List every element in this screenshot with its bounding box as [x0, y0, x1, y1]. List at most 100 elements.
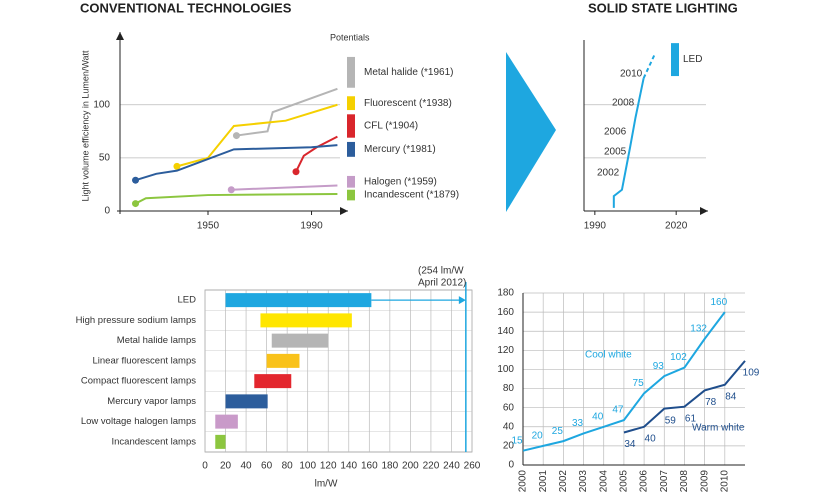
x-axis-label: lm/W	[315, 479, 338, 490]
y-tick-label: 160	[497, 307, 514, 318]
value-label: 40	[592, 411, 604, 422]
category-label: Metal halide lamps	[117, 335, 196, 346]
y-tick-label: 40	[503, 421, 515, 432]
data-line	[236, 87, 338, 137]
x-tick-label: 2006	[639, 470, 650, 493]
data-line	[295, 135, 338, 173]
value-label: 109	[743, 367, 760, 378]
axis-arrow	[700, 207, 708, 215]
year-annotation: 2002	[597, 168, 620, 179]
legend-label: Fluorescent (*1938)	[364, 98, 452, 109]
range-bar	[225, 293, 372, 308]
x-tick-label: 100	[299, 461, 316, 472]
chart-title: CONVENTIONAL TECHNOLOGIES	[80, 0, 292, 15]
year-annotation: 2010	[620, 69, 643, 80]
start-point	[227, 186, 235, 194]
legend-label: LED	[683, 54, 702, 65]
data-line	[135, 144, 338, 182]
category-label: Compact fluorescent lamps	[81, 376, 196, 387]
y-tick-label: 0	[104, 206, 110, 217]
x-tick-label: 2001	[538, 470, 549, 493]
potential-bar	[347, 175, 355, 188]
year-annotation: 2008	[612, 98, 635, 109]
x-tick-label: 200	[402, 461, 419, 472]
data-line	[135, 193, 338, 205]
axis-arrow	[116, 32, 124, 40]
y-axis-label: Light volume efficiency in Lumen/Watt	[80, 50, 90, 202]
record-arrowhead	[458, 296, 466, 305]
data-line	[623, 360, 746, 434]
x-tick-label: 2020	[665, 221, 688, 232]
potential-bar	[347, 189, 355, 201]
legend-label: Incandescent (*1879)	[364, 190, 459, 201]
y-tick-label: 100	[497, 364, 514, 375]
x-tick-label: 2005	[619, 470, 630, 493]
x-tick-label: 220	[423, 461, 440, 472]
x-tick-label: 2004	[598, 470, 609, 493]
record-note: April 2012)	[418, 278, 466, 289]
potential-bar	[347, 141, 355, 157]
x-tick-label: 2002	[558, 470, 569, 493]
category-label: Linear fluorescent lamps	[93, 355, 197, 366]
x-tick-label: 2000	[518, 470, 529, 493]
x-tick-label: 120	[320, 461, 337, 472]
x-tick-label: 1990	[584, 221, 607, 232]
value-label: 34	[624, 439, 636, 450]
category-label: High pressure sodium lamps	[76, 315, 197, 326]
legend-label: Halogen (*1959)	[364, 176, 437, 187]
start-point	[232, 132, 240, 140]
value-label: 160	[710, 297, 727, 308]
legend-label: Mercury (*1981)	[364, 144, 436, 155]
y-tick-label: 80	[503, 383, 515, 394]
potential-bar	[347, 56, 355, 88]
y-tick-label: 0	[508, 460, 514, 471]
start-point	[132, 200, 140, 208]
potential-bar	[347, 114, 355, 138]
x-tick-label: 2009	[699, 470, 710, 493]
x-tick-label: 140	[340, 461, 357, 472]
potential-bar	[671, 43, 679, 77]
x-tick-label: 20	[220, 461, 232, 472]
x-tick-label: 1990	[300, 221, 323, 232]
value-label: 33	[572, 418, 584, 429]
year-annotation: 2005	[604, 147, 627, 158]
x-tick-label: 260	[464, 461, 481, 472]
transition-arrow	[506, 52, 556, 212]
x-tick-label: 160	[361, 461, 378, 472]
axis-arrow	[340, 207, 348, 215]
range-bar	[260, 313, 352, 328]
data-line	[231, 184, 338, 191]
data-line	[522, 311, 726, 452]
range-bar	[215, 434, 226, 449]
start-point	[132, 176, 140, 184]
value-label: 25	[552, 426, 564, 437]
start-point	[292, 168, 300, 176]
series-label: Cool white	[585, 350, 632, 361]
value-label: 78	[705, 397, 717, 408]
y-tick-label: 180	[497, 288, 514, 299]
x-tick-label: 80	[282, 461, 294, 472]
category-label: Incandescent lamps	[112, 436, 197, 447]
forecast-line	[642, 54, 656, 79]
range-bar	[271, 333, 329, 348]
y-tick-label: 100	[93, 99, 110, 110]
range-bar	[254, 374, 292, 389]
x-tick-label: 2008	[679, 470, 690, 493]
x-tick-label: 0	[202, 461, 208, 472]
x-tick-label: 40	[241, 461, 253, 472]
x-tick-label: 2003	[578, 470, 589, 493]
chart-title: SOLID STATE LIGHTING	[588, 0, 738, 15]
value-label: 47	[612, 405, 624, 416]
legend-label: CFL (*1904)	[364, 121, 418, 132]
x-tick-label: 1950	[197, 221, 220, 232]
category-label: LED	[178, 295, 197, 306]
value-label: 84	[725, 391, 737, 402]
range-bar	[215, 414, 238, 429]
category-label: Mercury vapor lamps	[107, 396, 196, 407]
value-label: 102	[670, 352, 687, 363]
y-tick-label: 140	[497, 326, 514, 337]
data-line	[176, 103, 338, 168]
value-label: 132	[690, 324, 707, 335]
value-label: 20	[532, 431, 544, 442]
year-annotation: 2006	[604, 127, 627, 138]
